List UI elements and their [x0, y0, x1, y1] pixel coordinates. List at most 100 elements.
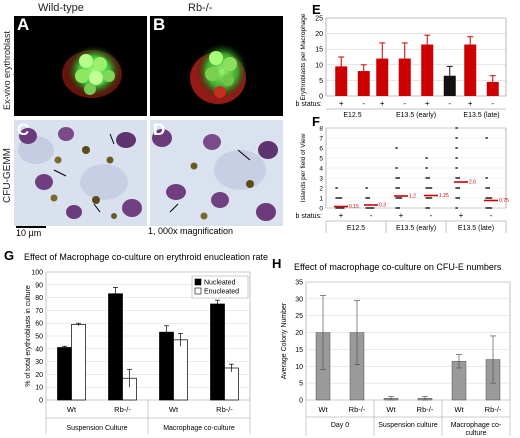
- y-tick-label: 1: [319, 196, 323, 203]
- group-label: E13.5 (early): [396, 225, 436, 232]
- panel-label-f: F: [312, 114, 320, 129]
- data-point: [339, 207, 343, 209]
- bar: [57, 347, 72, 401]
- bar: [159, 331, 174, 401]
- rb-status-tick: -: [362, 99, 365, 108]
- panel-label-a: A: [17, 15, 30, 34]
- y-tick-label: 90: [35, 282, 43, 289]
- data-point: [367, 207, 370, 209]
- legend: [191, 275, 249, 299]
- data-point: [427, 207, 430, 209]
- x-tick-label: Rb-/-: [114, 405, 131, 414]
- y-tick-label: 15: [295, 347, 303, 354]
- y-tick-label: 70: [35, 308, 43, 315]
- data-point: [457, 177, 460, 179]
- micrograph-b: [150, 16, 283, 116]
- data-point: [335, 187, 338, 189]
- data-point: [455, 137, 458, 139]
- group-label: E12.5: [343, 112, 361, 119]
- y-axis-label: % of total erythroblasts in culture: [25, 285, 32, 387]
- group-label: culture: [465, 430, 486, 437]
- y-tick-label: 80: [35, 295, 43, 302]
- data-point: [395, 197, 398, 199]
- mean-label: 0.75: [499, 198, 509, 204]
- legend-swatch: [194, 278, 202, 286]
- data-point: [455, 167, 458, 169]
- chart-h-title: Effect of macrophage co-culture on CFU-E…: [294, 262, 502, 272]
- group-label: E13.5 (late): [458, 225, 494, 232]
- data-point: [455, 157, 458, 159]
- rb-status-tick: -: [448, 99, 451, 108]
- panel-label-e: E: [312, 2, 321, 17]
- y-tick-label: 5: [319, 78, 323, 85]
- data-point: [397, 207, 400, 209]
- data-point: [395, 187, 398, 189]
- rb-status-tick: -: [403, 99, 406, 108]
- data-point: [489, 207, 493, 209]
- data-point: [427, 187, 430, 189]
- bar: [357, 71, 370, 96]
- group-label: Day 0: [331, 422, 349, 429]
- bar: [71, 324, 86, 401]
- rb-status-tick: +: [399, 211, 404, 220]
- y-axis-label: Average Colony Number: [281, 302, 288, 379]
- y-tick-label: 30: [35, 359, 43, 366]
- x-tick-label: Wt: [386, 405, 396, 414]
- data-point: [369, 207, 373, 209]
- data-point: [337, 207, 340, 209]
- group-label: Suspension Culture: [66, 425, 127, 432]
- bar: [464, 44, 477, 96]
- y-tick-label: 8: [319, 126, 323, 133]
- col-header-wildtype: Wild-type: [38, 2, 84, 14]
- data-point: [397, 177, 400, 179]
- rb-status-tick: -: [491, 99, 494, 108]
- plot-area: [305, 281, 511, 401]
- group-label: Macrophage co-culture: [163, 425, 235, 432]
- chart-g-title: Effect of Macrophage co-culture on eryth…: [24, 252, 268, 262]
- x-tick-label: Rb-/-: [417, 405, 434, 414]
- rb-status-tick: +: [339, 99, 344, 108]
- data-point: [485, 187, 488, 189]
- group-label: Macrophage co-: [451, 422, 502, 429]
- data-point: [487, 207, 490, 209]
- data-point: [455, 147, 458, 149]
- bar: [173, 339, 188, 401]
- legend-label: Nucleated: [204, 280, 236, 287]
- y-tick-label: 0: [319, 94, 323, 101]
- y-tick-label: 25: [315, 16, 323, 23]
- y-axis-label: Erythroblasts per Macrophage: [300, 13, 307, 100]
- bar: [224, 367, 239, 401]
- data-point: [395, 207, 398, 209]
- bar: [398, 58, 411, 96]
- mean-label: 2.6: [469, 180, 476, 186]
- y-tick-label: 10: [35, 385, 43, 392]
- data-point: [397, 187, 400, 189]
- x-tick-label: Rb-/-: [216, 405, 233, 414]
- data-point: [425, 197, 428, 199]
- rb-status-tick: -: [430, 211, 433, 220]
- mean-label: 1.25: [439, 193, 449, 199]
- y-tick-label: 100: [31, 270, 43, 277]
- data-point: [455, 187, 458, 189]
- x-tick-label: Wt: [67, 405, 77, 414]
- x-tick-label: Wt: [454, 405, 464, 414]
- data-point: [337, 197, 340, 199]
- group-label: Suspension culture: [378, 422, 438, 429]
- col-header-rb: Rb-/-: [188, 2, 213, 14]
- y-tick-label: 40: [35, 346, 43, 353]
- y-tick-label: 2: [319, 186, 323, 193]
- chart-f: 0 1 2 3 4 5 6 7 8 Islands per field of View 0.15 +0…: [296, 126, 509, 233]
- y-tick-label: 0: [299, 398, 303, 405]
- y-tick-label: 20: [35, 372, 43, 379]
- rb-status-tick: +: [459, 211, 464, 220]
- data-point: [485, 177, 488, 179]
- y-tick-label: 60: [35, 321, 43, 328]
- rb-status-label: Rb status:: [296, 213, 322, 220]
- data-point: [455, 177, 458, 179]
- group-label: E13.5 (late): [463, 112, 499, 119]
- y-tick-label: 10: [315, 62, 323, 69]
- scale-bar: [16, 226, 46, 228]
- bar: [108, 293, 123, 401]
- data-point: [365, 207, 368, 209]
- y-tick-label: 5: [319, 156, 323, 163]
